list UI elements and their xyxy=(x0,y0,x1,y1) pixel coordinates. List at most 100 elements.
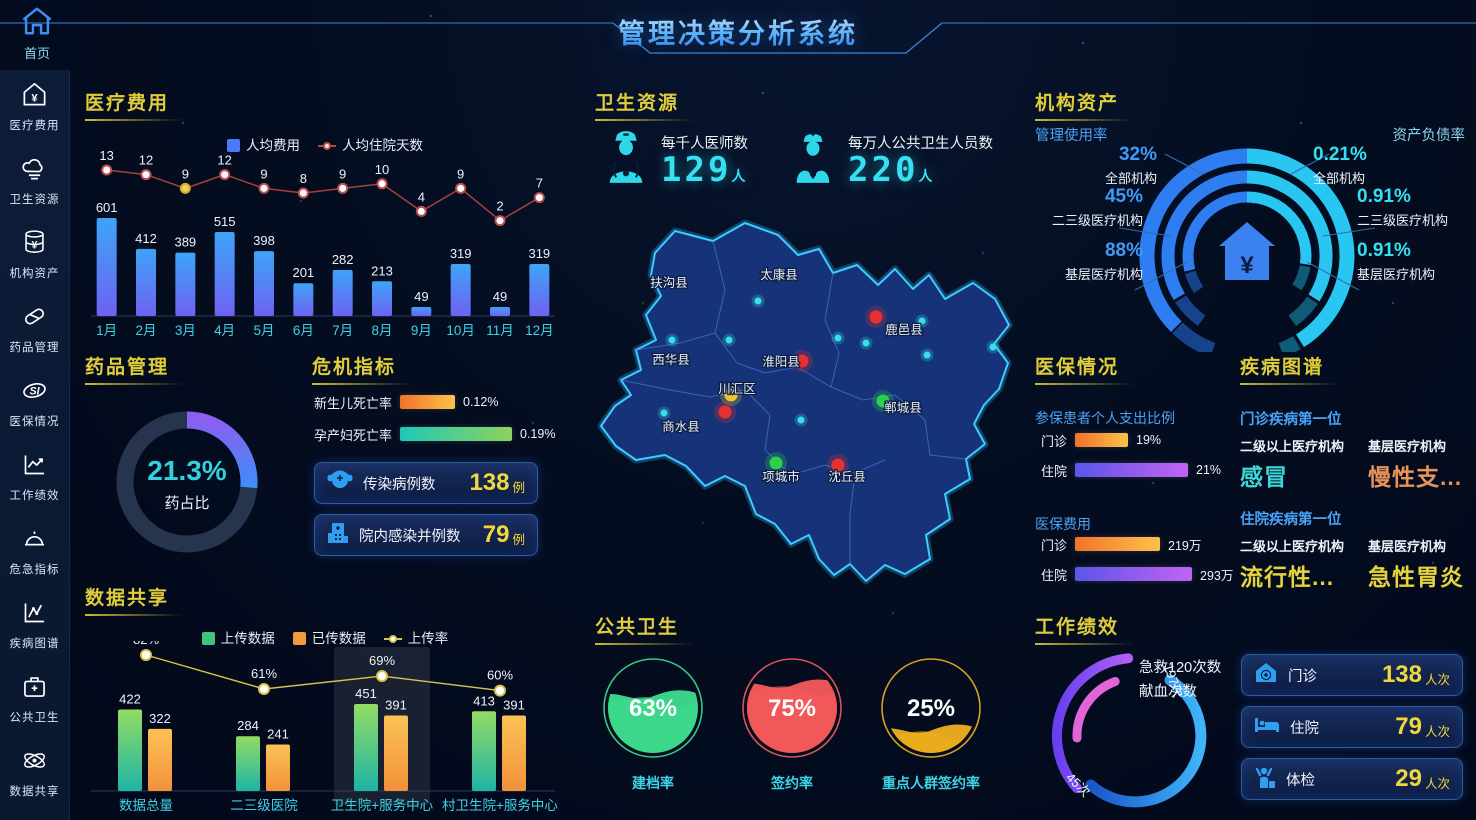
svg-text:49: 49 xyxy=(493,289,507,304)
svg-text:¥: ¥ xyxy=(32,240,38,252)
map-marker-cyan[interactable] xyxy=(834,334,842,342)
trend-chart-icon xyxy=(21,451,48,483)
map-marker-red[interactable] xyxy=(869,310,883,324)
legend-item-upload[interactable]: 上传数据 xyxy=(201,627,275,647)
home-button[interactable]: 首页 xyxy=(10,6,64,62)
sidebar-item-8[interactable]: 疾病图谱 xyxy=(0,588,69,662)
sidebar-item-9[interactable]: 公共卫生 xyxy=(0,662,69,736)
sidebar-item-6[interactable]: 工作绩效 xyxy=(0,440,69,514)
stat-doctors: 每千人医师数 129人 xyxy=(603,130,748,191)
svg-text:13: 13 xyxy=(99,150,113,163)
svg-text:25%: 25% xyxy=(907,695,955,722)
map-marker-red[interactable] xyxy=(718,405,732,419)
svg-text:7: 7 xyxy=(536,176,543,191)
sidebar-item-4[interactable]: 药品管理 xyxy=(0,292,69,366)
map-marker-cyan[interactable] xyxy=(725,336,733,344)
svg-text:389: 389 xyxy=(174,235,196,250)
panel-title: 医疗费用 xyxy=(85,88,182,121)
bed-icon xyxy=(1254,714,1280,741)
map-marker-cyan[interactable] xyxy=(754,297,762,305)
sidebar-item-7[interactable]: 危急指标 xyxy=(0,514,69,588)
map-marker-red[interactable] xyxy=(795,354,809,368)
svg-text:322: 322 xyxy=(149,711,171,726)
svg-text:数据总量: 数据总量 xyxy=(119,798,173,813)
svg-text:413: 413 xyxy=(473,693,495,708)
svg-text:391: 391 xyxy=(385,698,407,713)
svg-text:10月: 10月 xyxy=(446,323,475,338)
svg-text:6月: 6月 xyxy=(293,323,314,338)
sidebar-item-5[interactable]: SI 医保情况 xyxy=(0,366,69,440)
svg-text:9: 9 xyxy=(457,166,464,181)
panel-health-resources: 卫生资源 每千人医师数 129人 每万人公共卫生人员数 220人 xyxy=(595,88,1015,208)
svg-text:201: 201 xyxy=(292,265,314,280)
disease-org: 二级以上医疗机构 xyxy=(1240,539,1345,554)
page-title: 管理决策分析系统 xyxy=(618,12,858,51)
svg-text:11月: 11月 xyxy=(486,323,514,338)
panel-title: 危机指标 xyxy=(312,352,409,385)
card-label: 门诊 xyxy=(1288,668,1317,685)
svg-text:75%: 75% xyxy=(768,695,816,722)
map-marker-yellow[interactable] xyxy=(724,388,738,402)
panel-title: 医保情况 xyxy=(1035,352,1132,385)
svg-text:9: 9 xyxy=(339,166,346,181)
map-region-label: 郸城县 xyxy=(884,401,922,415)
sidebar-item-label: 公共卫生 xyxy=(9,712,60,724)
map-marker-cyan[interactable] xyxy=(668,336,676,344)
org-stat: 0.21% 全部机构 xyxy=(1313,144,1367,186)
sidebar-item-1[interactable]: ¥ 医疗费用 xyxy=(0,70,69,144)
disease-subtitle: 住院疾病第一位 xyxy=(1240,512,1342,528)
card-value: 138 xyxy=(469,469,510,496)
panel-title: 药品管理 xyxy=(85,352,182,385)
si-badge-icon: SI xyxy=(21,377,48,409)
svg-text:9: 9 xyxy=(182,166,189,181)
map-marker-cyan[interactable] xyxy=(923,351,931,359)
svg-text:2: 2 xyxy=(496,199,503,214)
performance-legend-1: 急救120次数 xyxy=(1139,660,1222,676)
perf-card-outpatient: 门诊 138 人次 xyxy=(1241,654,1463,696)
sidebar-item-label: 医保情况 xyxy=(9,416,60,428)
svg-text:391: 391 xyxy=(503,698,525,713)
map-marker-cyan[interactable] xyxy=(797,416,805,424)
sidebar-item-10[interactable]: 数据共享 xyxy=(0,736,69,810)
map-marker-cyan[interactable] xyxy=(660,409,668,417)
svg-text:422: 422 xyxy=(119,692,141,707)
card-value: 138 xyxy=(1381,661,1422,688)
mask-icon xyxy=(327,470,353,497)
card-value: 29 xyxy=(1395,765,1422,792)
map-marker-cyan[interactable] xyxy=(862,339,870,347)
svg-text:49: 49 xyxy=(414,289,428,304)
sidebar-item-2[interactable]: 卫生资源 xyxy=(0,144,69,218)
disease-org: 基层医疗机构 xyxy=(1368,539,1447,554)
legend-item-days[interactable]: 人均住院天数 xyxy=(318,134,423,154)
nurse-icon xyxy=(790,130,836,191)
svg-text:3月: 3月 xyxy=(175,323,196,338)
legend-item-rate[interactable]: 上传率 xyxy=(383,627,448,647)
org-stat: 0.91% 二三级医疗机构 xyxy=(1357,186,1449,228)
legend-item-cost[interactable]: 人均费用 xyxy=(227,134,300,154)
cloud-icon xyxy=(21,155,48,187)
clinic-icon xyxy=(1254,661,1278,690)
legend-item-sent[interactable]: 已传数据 xyxy=(292,627,366,647)
sidebar-item-label: 卫生资源 xyxy=(9,194,60,206)
panel-public-health: 公共卫生 63% 建档率 75% 签约率 25% 重点人群签约率 xyxy=(595,612,1015,812)
map-marker-cyan[interactable] xyxy=(989,343,997,351)
panel-insurance: 医保情况 参保患者个人支出比例 门诊 19% 住院 21% 医保费用 门诊 219万 … xyxy=(1035,352,1235,592)
map-marker-green[interactable] xyxy=(876,394,890,408)
panel-medical-cost: 医疗费用 人均费用 人均住院天数 601 1月 412 2月 389 3月 515 4月 398… xyxy=(85,88,565,343)
map-region-label: 西华县 xyxy=(652,352,690,367)
sidebar: ¥ 医疗费用卫生资源 ¥ 机构资产 药品管理 SI 医保情况工作绩效 危急指标 疾病图谱公共卫生… xyxy=(0,70,70,820)
org-stat: 32% 全部机构 xyxy=(1104,144,1157,186)
org-assets-right-title: 资产负债率 xyxy=(1392,128,1466,144)
svg-text:二三级医院: 二三级医院 xyxy=(230,798,298,813)
svg-text:241: 241 xyxy=(267,726,289,741)
disease-org: 二级以上医疗机构 xyxy=(1240,439,1345,454)
map-marker-red[interactable] xyxy=(831,458,845,472)
map-marker-cyan[interactable] xyxy=(918,317,926,325)
svg-text:8月: 8月 xyxy=(371,323,392,338)
stat-label: 每千人医师数 xyxy=(661,136,748,152)
map-marker-green[interactable] xyxy=(769,456,783,470)
svg-text:卫生院+服务中心: 卫生院+服务中心 xyxy=(331,798,434,813)
disease-org: 基层医疗机构 xyxy=(1368,439,1447,454)
sidebar-item-3[interactable]: ¥ 机构资产 xyxy=(0,218,69,292)
svg-text:284: 284 xyxy=(237,718,259,733)
